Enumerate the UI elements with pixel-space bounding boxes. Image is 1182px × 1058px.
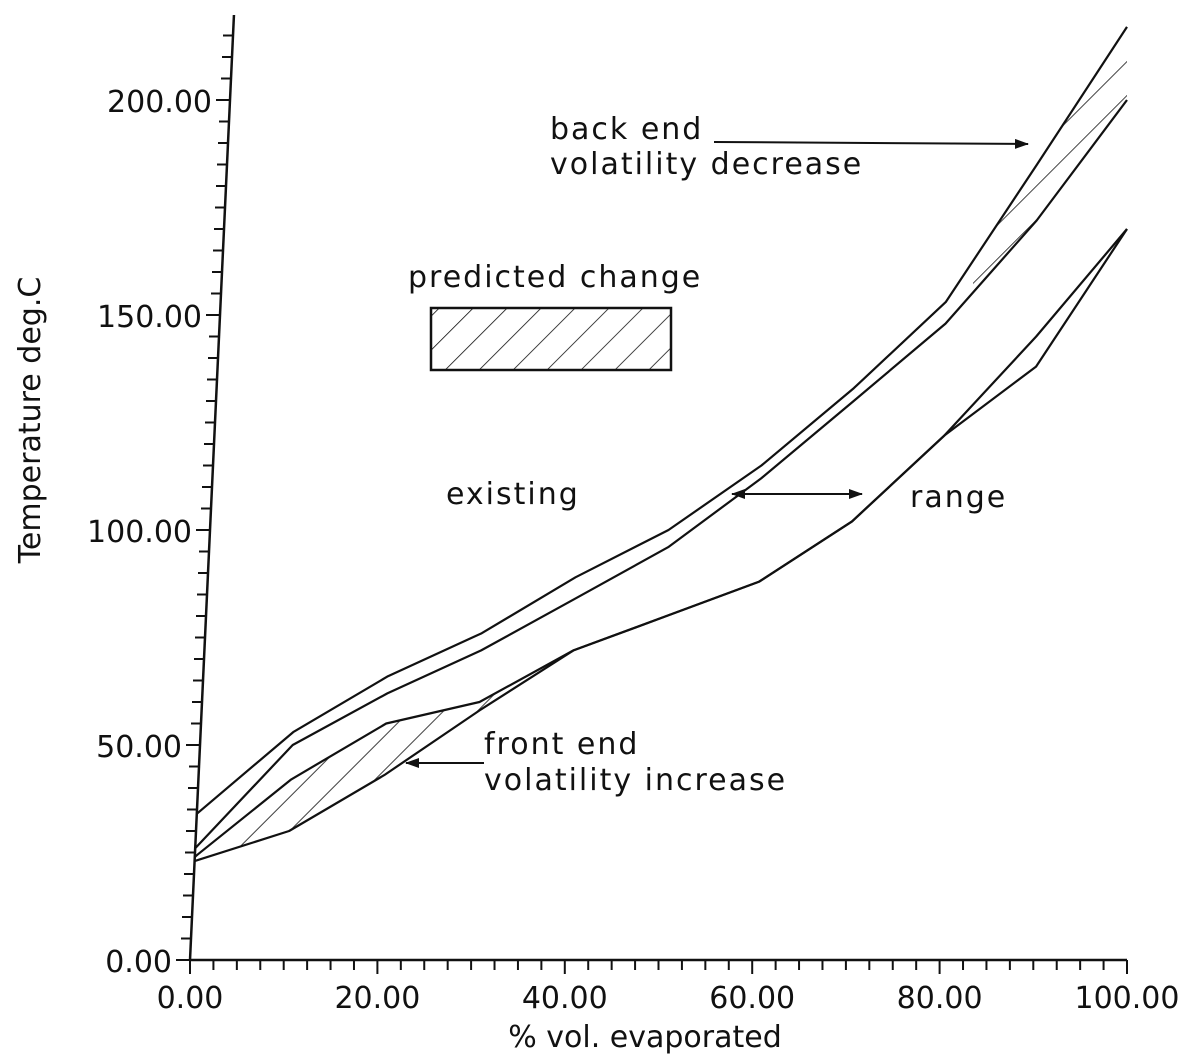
series-line-2: [194, 99, 1128, 849]
series-layer: [194, 26, 1128, 863]
axes: 0.00 20.00 40.00 60.00 80.00 100.00 0.00 50.00…: [87, 14, 1180, 1016]
series-line-1: [196, 26, 1128, 815]
y-axis-ticks: 0.00 50.00 100.00 150.00 200.00: [87, 34, 233, 980]
series-line-4: [194, 228, 1128, 863]
annotation-front-end-line2: volatility increase: [484, 763, 787, 798]
x-tick-label: 40.00: [522, 981, 608, 1016]
y-axis-title: Temperature deg.C: [13, 277, 48, 565]
x-axis-ticks: 0.00 20.00 40.00 60.00 80.00 100.00: [157, 960, 1180, 1016]
y-tick-label: 100.00: [87, 515, 192, 550]
x-tick-label: 20.00: [334, 981, 420, 1016]
y-tick-label: 200.00: [107, 85, 212, 120]
predicted-change-hatch-box: [429, 306, 673, 372]
x-tick-label: 80.00: [897, 981, 983, 1016]
annotation-front-end-line1: front end: [484, 727, 639, 762]
y-tick-label: 150.00: [97, 300, 202, 335]
x-tick-label: 100.00: [1075, 981, 1180, 1016]
back-end-hatch-region: [972, 26, 1127, 293]
annotation-predicted-change: predicted change: [408, 260, 702, 295]
annotation-existing: existing: [446, 477, 580, 512]
annotation-range: range: [910, 480, 1007, 515]
y-tick-label: 50.00: [96, 730, 182, 765]
x-tick-label: 0.00: [157, 981, 224, 1016]
x-axis-title: % vol. evaporated: [508, 1020, 782, 1055]
annotation-back-end-line2: volatility decrease: [550, 147, 863, 182]
x-tick-label: 60.00: [709, 981, 795, 1016]
y-tick-label: 0.00: [105, 945, 172, 980]
back-end-arrow: [713, 138, 1029, 149]
annotation-arrows: [405, 138, 1029, 768]
annotation-back-end-line1: back end: [550, 112, 703, 147]
